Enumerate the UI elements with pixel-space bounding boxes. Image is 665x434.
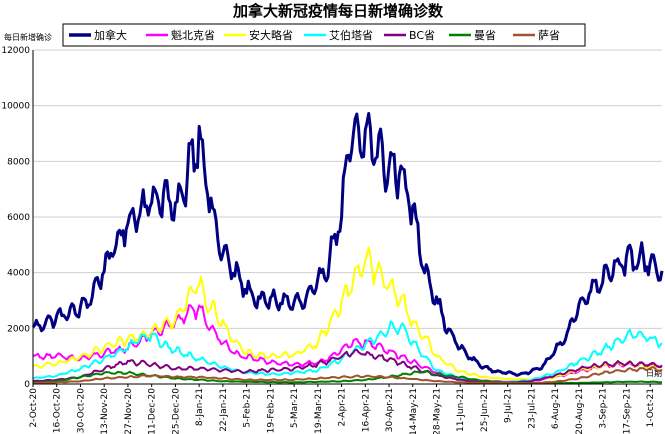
x-tick-label: 16-Oct-20 [53,388,63,433]
x-tick-label: 25-Jun-21 [480,388,490,432]
series-line-0 [31,112,664,377]
y-tick-label: 6000 [7,213,30,223]
x-axis-label: 日期 [646,369,662,378]
x-tick-label: 19-Feb-21 [266,388,276,433]
x-tick-label: 22-Jan-21 [219,388,229,432]
x-tick-label: 11-Dec-20 [148,388,158,434]
x-tick-label: 20-Aug-21 [575,388,585,434]
x-tick-label: 13-Nov-20 [100,388,110,434]
x-tick-label: 2-Apr-21 [338,388,348,426]
legend-entry: 魁北克省 [171,28,215,42]
x-tick-label: 6-Aug-21 [551,388,561,429]
legend: 加拿大 魁北克省 安大略省 艾伯塔省 BC省 曼省 萨省 [62,23,586,47]
series-line-2 [32,246,663,381]
legend-entry: 安大略省 [249,28,293,42]
y-tick-label: 8000 [7,157,30,167]
y-axis-label: 每日新增确诊 [4,32,52,42]
series-line-5 [32,369,663,385]
x-tick-label: 5-Mar-21 [290,388,300,428]
y-tick-label: 2000 [7,324,30,334]
legend-entry: 艾伯塔省 [329,28,373,42]
x-tick-label: 14-May-21 [409,388,419,434]
x-tick-label: 3-Sep-21 [599,388,609,429]
x-tick-label: 28-May-21 [433,388,443,434]
x-tick-label: 30-Apr-21 [385,388,395,432]
y-axis-ticks: 0 2000 4000 6000 8000 10000 12000 [1,46,30,390]
axes [32,50,662,385]
y-tick-label: 12000 [1,46,30,56]
legend-entry: 萨省 [538,29,560,42]
x-tick-label: 16-Apr-21 [361,388,371,432]
series-line-6 [32,366,663,385]
y-tick-label: 0 [24,380,30,390]
x-tick-label: 5-Feb-21 [243,388,253,428]
chart-title: 加拿大新冠疫情每日新增确诊数 [232,2,444,20]
x-tick-label: 30-Oct-20 [76,388,86,433]
x-tick-label: 2-Oct-20 [29,388,39,428]
y-tick-label: 4000 [7,269,30,279]
legend-entry: 加拿大 [94,28,127,42]
x-tick-label: 23-Jul-21 [527,388,537,429]
x-tick-label: 9-Jul-21 [504,388,514,423]
x-tick-label: 27-Nov-20 [124,388,134,434]
series-line-4 [32,348,663,384]
series-lines [31,112,664,385]
x-tick-label: 19-Mar-21 [314,388,324,434]
legend-entry: 曼省 [474,29,496,42]
legend-entry: BC省 [409,29,435,42]
x-tick-label: 11-Jun-21 [456,388,466,432]
x-tick-label: 25-Dec-20 [171,388,181,434]
x-tick-label: 8-Jan-21 [195,388,205,426]
x-axis-ticks: 2-Oct-20 16-Oct-20 30-Oct-20 13-Nov-20 27-No… [29,384,656,434]
x-tick-label: 1-Oct-21 [646,388,656,428]
x-tick-label: 17-Sep-21 [622,388,632,434]
y-tick-label: 10000 [1,102,30,112]
